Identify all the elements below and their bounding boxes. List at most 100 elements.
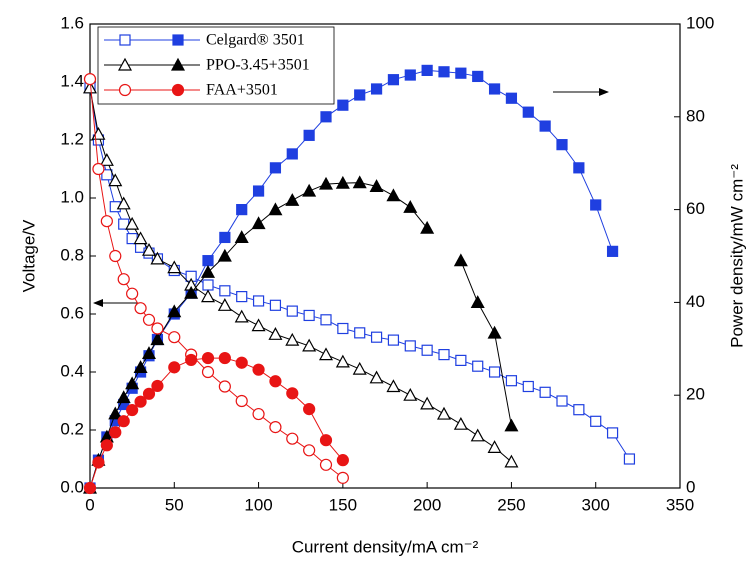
legend-marker <box>171 83 185 97</box>
marker <box>286 148 298 160</box>
marker <box>142 387 156 400</box>
marker <box>522 380 534 393</box>
marker <box>438 66 450 78</box>
marker <box>100 439 113 452</box>
marker <box>100 215 113 228</box>
marker <box>184 285 199 299</box>
marker <box>269 299 282 311</box>
marker <box>286 432 299 445</box>
marker <box>167 304 182 318</box>
marker <box>420 396 435 410</box>
marker <box>403 200 418 213</box>
x-tick-label: 250 <box>497 495 525 514</box>
marker <box>200 264 216 278</box>
marker <box>133 231 148 245</box>
marker <box>108 173 123 187</box>
marker <box>252 295 265 307</box>
marker <box>83 481 97 495</box>
marker <box>354 89 366 101</box>
marker <box>522 106 534 118</box>
marker <box>504 418 519 432</box>
marker <box>151 379 164 393</box>
marker <box>438 349 450 361</box>
marker <box>109 426 122 439</box>
y-axis-label: Voltage/V <box>19 219 38 292</box>
marker <box>252 363 265 376</box>
marker <box>134 395 147 408</box>
marker <box>201 351 215 365</box>
marker <box>539 386 551 398</box>
marker <box>251 216 266 230</box>
marker <box>202 255 214 267</box>
marker <box>218 380 231 393</box>
marker <box>126 287 139 300</box>
power-line <box>89 69 614 489</box>
marker <box>150 332 165 346</box>
marker <box>217 298 232 311</box>
x-tick-label: 50 <box>165 495 184 514</box>
marker <box>453 253 468 267</box>
marker <box>303 403 316 416</box>
marker <box>606 427 619 439</box>
y-tick-label: 1.6 <box>60 13 84 32</box>
y2-tick-label: 60 <box>686 199 705 218</box>
marker <box>141 346 157 360</box>
marker <box>117 415 130 428</box>
power-line <box>460 260 512 426</box>
marker <box>236 204 248 216</box>
marker <box>487 325 502 339</box>
y2-tick-label: 40 <box>686 292 705 311</box>
marker <box>352 361 367 375</box>
y-tick-label: 1.2 <box>60 129 84 148</box>
marker <box>386 188 401 202</box>
marker <box>421 64 433 77</box>
marker <box>125 216 140 230</box>
marker <box>590 199 602 211</box>
marker <box>455 354 467 366</box>
marker <box>91 126 106 140</box>
marker <box>150 251 165 265</box>
marker <box>303 309 315 322</box>
marker <box>386 379 401 393</box>
x-tick-label: 300 <box>582 495 610 514</box>
marker <box>370 331 383 343</box>
marker <box>252 407 265 421</box>
y-tick-label: 0.6 <box>60 303 84 322</box>
legend-marker <box>119 34 131 46</box>
marker <box>470 295 485 308</box>
marker <box>436 406 452 420</box>
legend-label: Celgard® 3501 <box>206 32 305 49</box>
marker <box>354 327 366 339</box>
marker <box>303 129 315 141</box>
legend-label: PPO-3.45+3501 <box>206 57 310 74</box>
marker <box>141 242 157 256</box>
marker <box>83 72 97 86</box>
marker <box>606 245 619 257</box>
marker <box>92 162 105 176</box>
marker <box>168 331 181 344</box>
marker <box>151 322 164 335</box>
marker <box>269 162 282 174</box>
marker <box>453 416 468 430</box>
y2-tick-label: 100 <box>686 13 714 32</box>
marker <box>167 260 182 274</box>
marker <box>218 351 231 365</box>
marker <box>404 69 416 81</box>
marker <box>134 302 147 315</box>
marker <box>319 458 333 471</box>
marker <box>269 421 282 434</box>
marker <box>369 370 384 384</box>
marker <box>472 360 484 372</box>
marker <box>125 376 140 390</box>
marker <box>335 175 350 189</box>
marker <box>623 453 636 465</box>
marker <box>268 202 283 216</box>
marker <box>126 403 139 417</box>
marker <box>235 394 248 408</box>
marker <box>116 196 131 210</box>
marker <box>320 314 332 326</box>
marker <box>108 406 123 420</box>
marker <box>403 387 418 401</box>
marker <box>590 415 602 427</box>
